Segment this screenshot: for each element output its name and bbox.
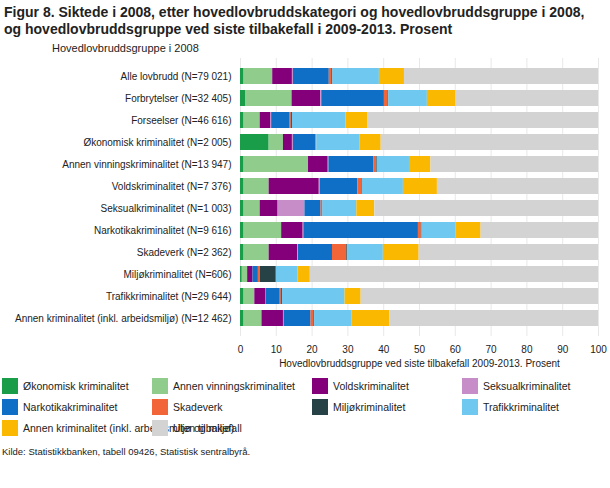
html-text:Økonomisk kriminalitet: Økonomisk kriminalitet — [23, 380, 129, 392]
svg-text:Voldskriminalitet (N=7 376): Voldskriminalitet (N=7 376) — [112, 181, 232, 192]
svg-text:60: 60 — [450, 344, 462, 355]
html-text:Hovedlovbruddsgruppe i 2008: Hovedlovbruddsgruppe i 2008 — [52, 42, 199, 54]
svg-text:Forbrytelser (N=32 405): Forbrytelser (N=32 405) — [125, 93, 231, 104]
svg-text:30: 30 — [342, 344, 354, 355]
svg-text:Alle lovbrudd (N=79 021): Alle lovbrudd (N=79 021) — [121, 71, 232, 82]
svg-text:Hovedlovbruddsgruppe ved siste: Hovedlovbruddsgruppe ved siste tilbakefa… — [279, 358, 560, 369]
svg-text:100: 100 — [590, 344, 607, 355]
html-text:Trafikkriminalitet: Trafikkriminalitet — [483, 401, 559, 413]
html-text:Seksualkriminalitet: Seksualkriminalitet — [483, 380, 571, 392]
html-text:Annen kriminalitet (inkl. arbe: Annen kriminalitet (inkl. arbeidsmiljø o… — [23, 422, 235, 434]
html-text:Miljøkriminalitet: Miljøkriminalitet — [333, 401, 406, 413]
svg-text:40: 40 — [378, 344, 390, 355]
svg-text:Seksualkriminalitet (N=1 003): Seksualkriminalitet (N=1 003) — [101, 203, 232, 214]
html-text:Uten tilbakefall: Uten tilbakefall — [173, 422, 242, 434]
svg-text:Annen vinningskriminalitet (N=: Annen vinningskriminalitet (N=13 947) — [62, 159, 231, 170]
html-text:Annen vinningskriminalitet: Annen vinningskriminalitet — [173, 380, 295, 392]
svg-text:Narkotikakriminalitet (N=9 616: Narkotikakriminalitet (N=9 616) — [94, 225, 232, 236]
svg-text:10: 10 — [271, 344, 283, 355]
svg-text:0: 0 — [238, 344, 244, 355]
html-text:Voldskriminalitet: Voldskriminalitet — [333, 380, 409, 392]
html-text:Narkotikakriminalitet: Narkotikakriminalitet — [23, 401, 118, 413]
html-text:Figur 8. Siktede i 2008, etter: Figur 8. Siktede i 2008, etter hovedlovb… — [4, 4, 585, 37]
svg-text:90: 90 — [557, 344, 569, 355]
svg-text:Forseelser (N=46 616): Forseelser (N=46 616) — [131, 115, 231, 126]
svg-text:50: 50 — [414, 344, 426, 355]
svg-text:Skadeverk (N=2 362): Skadeverk (N=2 362) — [137, 247, 232, 258]
html-text:Skadeverk: Skadeverk — [173, 401, 223, 413]
svg-text:Trafikkriminalitet (N=29 644): Trafikkriminalitet (N=29 644) — [106, 291, 232, 302]
svg-text:Miljøkriminalitet (N=606): Miljøkriminalitet (N=606) — [123, 269, 231, 280]
html-text:Kilde: Statistikkbanken, tabel: Kilde: Statistikkbanken, tabell 09426, S… — [2, 446, 251, 457]
svg-text:Økonomisk kriminalitet (N=2 00: Økonomisk kriminalitet (N=2 005) — [83, 137, 231, 148]
svg-text:70: 70 — [486, 344, 498, 355]
svg-text:80: 80 — [521, 344, 533, 355]
svg-text:Annen kriminalitet (inkl. arbe: Annen kriminalitet (inkl. arbeidsmiljø) … — [15, 313, 231, 324]
svg-text:20: 20 — [307, 344, 319, 355]
